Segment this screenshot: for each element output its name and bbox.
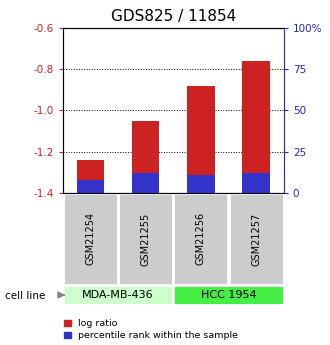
Text: MDA-MB-436: MDA-MB-436: [82, 290, 154, 300]
Bar: [242, 61, 270, 193]
Bar: [63, 193, 118, 285]
Bar: [187, 86, 215, 193]
Text: GSM21257: GSM21257: [251, 212, 261, 266]
Bar: [187, 175, 215, 193]
Title: GDS825 / 11854: GDS825 / 11854: [111, 9, 236, 24]
Text: GSM21256: GSM21256: [196, 213, 206, 265]
Text: GSM21255: GSM21255: [141, 212, 150, 266]
Bar: [229, 193, 284, 285]
Text: GSM21254: GSM21254: [85, 213, 95, 265]
Bar: [77, 160, 104, 193]
Bar: [118, 193, 173, 285]
Bar: [132, 121, 159, 193]
Bar: [242, 173, 270, 193]
Bar: [132, 173, 159, 193]
Bar: [173, 193, 228, 285]
Legend: log ratio, percentile rank within the sample: log ratio, percentile rank within the sa…: [64, 319, 238, 340]
Text: HCC 1954: HCC 1954: [201, 290, 256, 300]
Text: cell line: cell line: [5, 291, 45, 301]
Bar: [173, 285, 284, 305]
Bar: [63, 285, 173, 305]
Bar: [77, 180, 104, 193]
